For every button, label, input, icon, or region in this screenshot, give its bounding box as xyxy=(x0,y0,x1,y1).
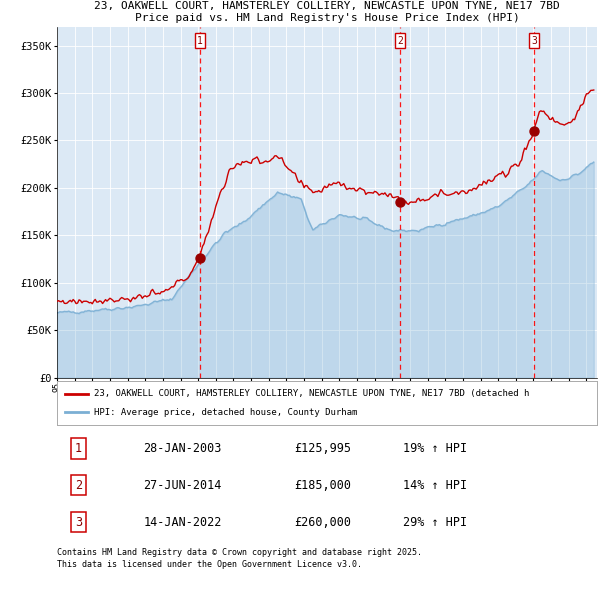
Text: 14% ↑ HPI: 14% ↑ HPI xyxy=(403,478,467,492)
Text: £125,995: £125,995 xyxy=(295,442,352,455)
Text: 3: 3 xyxy=(75,516,82,529)
Text: 28-JAN-2003: 28-JAN-2003 xyxy=(143,442,222,455)
Text: 14-JAN-2022: 14-JAN-2022 xyxy=(143,516,222,529)
Title: 23, OAKWELL COURT, HAMSTERLEY COLLIERY, NEWCASTLE UPON TYNE, NE17 7BD
Price paid: 23, OAKWELL COURT, HAMSTERLEY COLLIERY, … xyxy=(94,1,560,23)
Text: 19% ↑ HPI: 19% ↑ HPI xyxy=(403,442,467,455)
Text: Contains HM Land Registry data © Crown copyright and database right 2025.
This d: Contains HM Land Registry data © Crown c… xyxy=(57,548,422,569)
Text: 29% ↑ HPI: 29% ↑ HPI xyxy=(403,516,467,529)
Text: 1: 1 xyxy=(75,442,82,455)
Text: 3: 3 xyxy=(531,35,537,45)
Text: 2: 2 xyxy=(75,478,82,492)
Text: 2: 2 xyxy=(397,35,403,45)
Text: £185,000: £185,000 xyxy=(295,478,352,492)
Text: HPI: Average price, detached house, County Durham: HPI: Average price, detached house, Coun… xyxy=(94,408,357,417)
Text: 1: 1 xyxy=(197,35,203,45)
Text: 27-JUN-2014: 27-JUN-2014 xyxy=(143,478,222,492)
Text: 23, OAKWELL COURT, HAMSTERLEY COLLIERY, NEWCASTLE UPON TYNE, NE17 7BD (detached : 23, OAKWELL COURT, HAMSTERLEY COLLIERY, … xyxy=(94,389,529,398)
Text: £260,000: £260,000 xyxy=(295,516,352,529)
